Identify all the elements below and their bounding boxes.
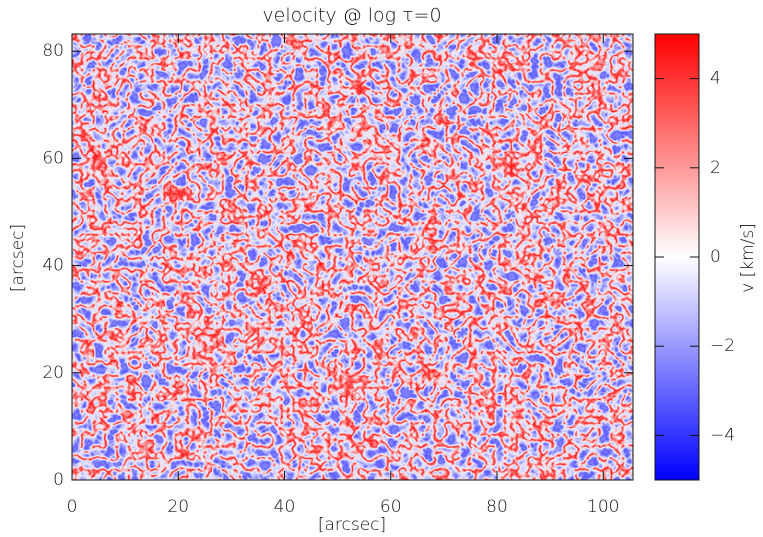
chart-title: velocity @ log τ=0: [262, 5, 441, 27]
y-tick-label: 60: [42, 148, 64, 168]
y-axis-label: [arcsec]: [8, 224, 28, 292]
x-tick-label: 60: [380, 497, 402, 517]
plot-frame: [71, 33, 634, 481]
x-tick-label: 40: [274, 497, 296, 517]
x-tick-label: 0: [67, 497, 78, 517]
y-tick-label: 20: [42, 363, 64, 383]
colorbar-tick-label: 0: [710, 247, 721, 267]
y-tick-label: 80: [42, 41, 64, 61]
colorbar-tick-label: 4: [710, 69, 721, 89]
colorbar-label: v [km/s]: [738, 223, 758, 293]
x-tick-label: 20: [167, 497, 189, 517]
velocity-map: [72, 34, 633, 480]
colorbar-tick-label: −4: [710, 425, 735, 445]
y-tick-label: 40: [42, 256, 64, 276]
x-tick-label: 100: [587, 497, 619, 517]
y-tick-label: 0: [53, 470, 64, 490]
colorbar-tick-label: 2: [710, 158, 721, 178]
x-tick-label: 80: [486, 497, 508, 517]
colorbar-tick-label: −2: [710, 336, 735, 356]
x-axis-label: [arcsec]: [318, 515, 386, 535]
